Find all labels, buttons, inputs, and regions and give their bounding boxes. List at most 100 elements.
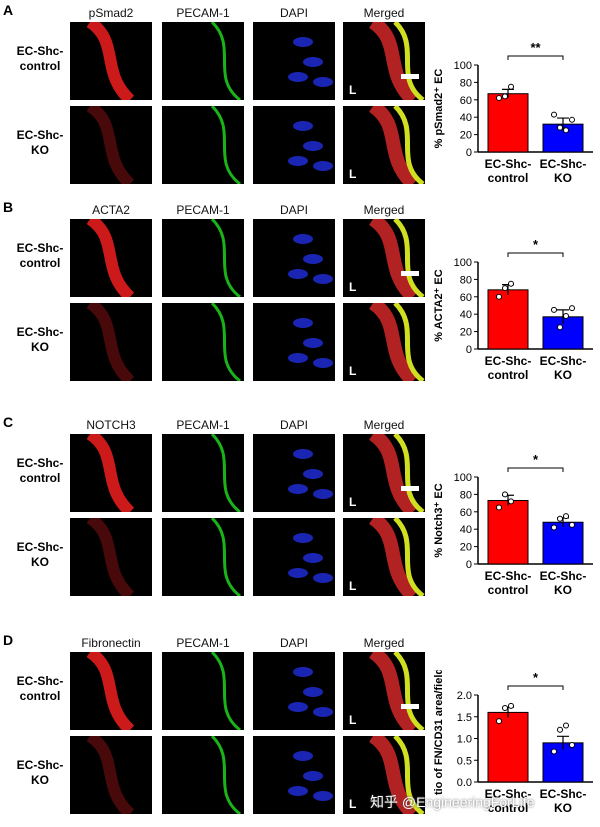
bar (487, 289, 529, 350)
nucleus (293, 234, 313, 244)
lumen-label: L (349, 579, 356, 593)
significance-bracket (507, 467, 564, 472)
bar-chart: Ratio of FN/CD31 area/field 0.0 0.5 1.0 1.5 2… (433, 670, 593, 795)
row-label: EC-Shc-control (16, 456, 64, 485)
nucleus (288, 156, 308, 166)
scale-bar (401, 271, 419, 276)
row-label: EC-Shc-control (16, 44, 64, 73)
stain-header: PECAM-1 (176, 203, 230, 217)
y-axis-label: % ACTA2⁺ EC (433, 269, 445, 341)
y-axis-label: Ratio of FN/CD31 area/field (433, 670, 445, 795)
bar (487, 93, 529, 153)
stain-header: Merged (363, 6, 405, 20)
micrograph (162, 736, 244, 814)
tissue (393, 736, 425, 814)
lumen-label: L (349, 83, 356, 97)
tissue (393, 219, 425, 297)
scale-bar (401, 74, 419, 79)
nucleus (293, 533, 313, 543)
lumen-label: L (349, 797, 356, 811)
micrograph (253, 736, 335, 814)
bar (487, 499, 529, 565)
error-bar (557, 735, 569, 750)
micrograph (162, 518, 244, 596)
micrograph (253, 518, 335, 596)
micrograph (70, 22, 152, 100)
error-bar (557, 309, 569, 324)
tissue (86, 652, 135, 730)
tissue (210, 219, 241, 297)
tissue (368, 518, 419, 596)
y-tick-label: 100 (454, 60, 472, 72)
x-tick-label: EC-Shc-KO (539, 354, 587, 382)
tissue (393, 652, 425, 730)
nucleus (293, 37, 313, 47)
nucleus (288, 702, 308, 712)
x-tick-label: EC-Shc-control (484, 157, 532, 185)
micrograph (253, 22, 335, 100)
y-tick-label: 1.5 (457, 712, 472, 724)
row-label: EC-Shc-control (16, 241, 64, 270)
stain-header: DAPI (279, 636, 308, 650)
panel-letter: C (3, 414, 14, 430)
y-tick-label: 0.0 (457, 777, 472, 789)
micrograph (162, 652, 244, 730)
y-tick-label: 100 (454, 472, 472, 484)
y-tick-label: 80 (460, 77, 472, 89)
data-point (563, 513, 569, 520)
nucleus (288, 484, 308, 494)
y-axis-label: % Notch3⁺ EC (433, 483, 445, 557)
error-bar (557, 117, 569, 131)
micrograph (162, 303, 244, 381)
significance-bracket (507, 252, 564, 257)
y-tick-label: 80 (460, 274, 472, 286)
micrograph: L (343, 736, 425, 814)
nucleus (303, 469, 323, 479)
data-point (496, 95, 502, 102)
tissue (86, 518, 135, 596)
row-label: EC-Shc-control (16, 674, 64, 703)
micrograph: L (343, 652, 425, 730)
y-tick-label: 0 (466, 559, 472, 571)
tissue (368, 736, 419, 814)
nucleus (313, 573, 333, 583)
nucleus (303, 553, 323, 563)
data-point (508, 83, 514, 90)
row-label: EC-Shc-KO (16, 758, 64, 787)
tissue (368, 22, 419, 100)
lumen-label: L (349, 713, 356, 727)
nucleus (303, 141, 323, 151)
y-tick-label: 40 (460, 112, 472, 124)
y-tick-label: 0 (466, 344, 472, 356)
micrograph (162, 434, 244, 512)
significance: * (533, 452, 539, 467)
nucleus (303, 687, 323, 697)
scale-bar (401, 486, 419, 491)
data-point (502, 491, 508, 498)
micrograph: L (343, 518, 425, 596)
y-tick-label: 80 (460, 489, 472, 501)
nucleus (288, 269, 308, 279)
tissue (210, 434, 241, 512)
x-tick-label: EC-Shc-control (484, 787, 532, 815)
nucleus (313, 274, 333, 284)
tissue (210, 22, 241, 100)
tissue (210, 518, 241, 596)
data-point (508, 280, 514, 287)
tissue (86, 106, 135, 184)
nucleus (303, 338, 323, 348)
bar (542, 521, 584, 565)
y-tick-label: 0.5 (457, 755, 472, 767)
stain-header: PECAM-1 (176, 418, 230, 432)
tissue (210, 652, 241, 730)
micrograph (70, 518, 152, 596)
panel-letter: D (3, 632, 14, 648)
y-tick-label: 20 (460, 542, 472, 554)
y-tick-label: 40 (460, 309, 472, 321)
data-point (508, 702, 514, 709)
tissue (393, 518, 425, 596)
data-point (551, 306, 557, 313)
significance: * (533, 670, 539, 685)
tissue (393, 303, 425, 381)
micrograph (162, 106, 244, 184)
